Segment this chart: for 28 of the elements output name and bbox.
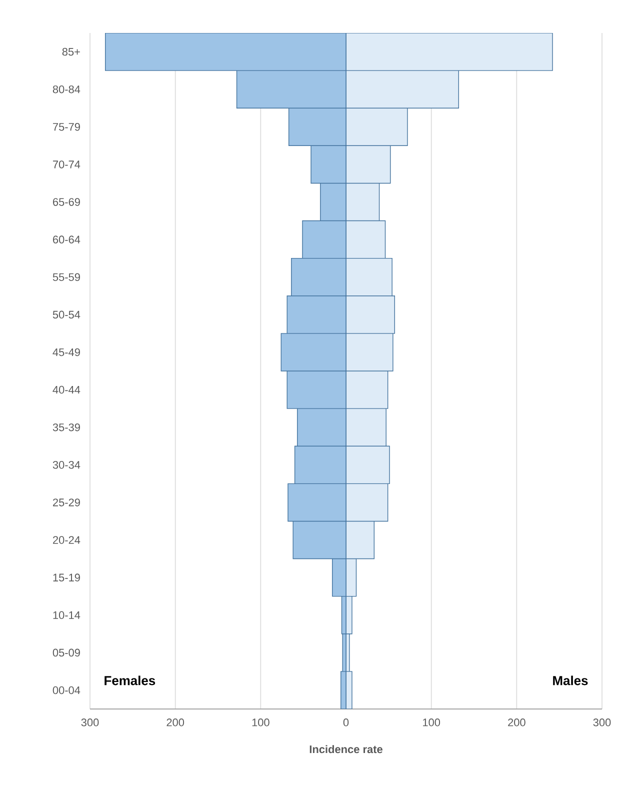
- y-tick-label: 00-04: [52, 686, 80, 694]
- y-tick-label: 25-29: [53, 498, 80, 506]
- y-tick-label: 80-84: [52, 85, 80, 94]
- y-tick-label: 55-59: [52, 273, 80, 281]
- y-tick-label: 10-14: [53, 611, 80, 619]
- y-tick-label: 05-09: [52, 648, 80, 657]
- x-tick-label: 100: [252, 718, 270, 726]
- y-tick-label: 85+: [62, 48, 80, 56]
- y-tick-label: 60-64: [53, 236, 80, 244]
- y-tick-label: 75-79: [53, 123, 80, 131]
- x-axis-title: Incidence rate: [310, 745, 382, 754]
- annotation: Males: [553, 676, 588, 686]
- x-tick-label: 300: [81, 718, 99, 726]
- x-tick-label: 100: [423, 718, 440, 726]
- x-tick-label: 0: [343, 718, 349, 726]
- y-tick-label: 15-19: [53, 574, 80, 582]
- x-tick-label: 200: [508, 718, 526, 726]
- y-tick-label: 70-74: [53, 160, 80, 168]
- y-tick-label: 40-44: [52, 386, 80, 394]
- annotation: Females: [104, 676, 156, 686]
- x-tick-label: 200: [166, 718, 184, 726]
- y-tick-label: 30-34: [52, 461, 80, 469]
- y-tick-label: 65-69: [53, 198, 80, 206]
- y-tick-label: 45-49: [52, 348, 80, 356]
- y-tick-label: 35-39: [52, 423, 80, 432]
- y-tick-label: 20-24: [53, 536, 80, 544]
- y-tick-label: 50-54: [52, 310, 80, 319]
- x-tick-label: 300: [593, 718, 611, 726]
